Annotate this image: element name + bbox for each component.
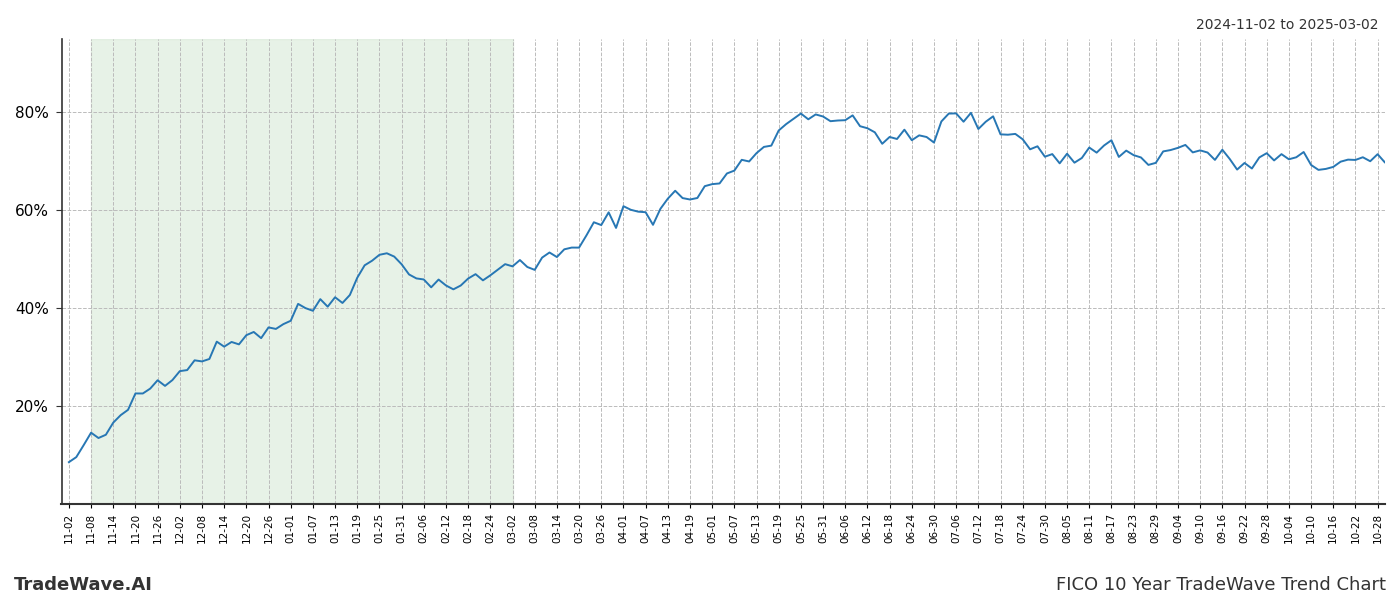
- Bar: [91, 39, 512, 504]
- Text: TradeWave.AI: TradeWave.AI: [14, 576, 153, 594]
- Text: 2024-11-02 to 2025-03-02: 2024-11-02 to 2025-03-02: [1197, 18, 1379, 32]
- Text: FICO 10 Year TradeWave Trend Chart: FICO 10 Year TradeWave Trend Chart: [1056, 576, 1386, 594]
